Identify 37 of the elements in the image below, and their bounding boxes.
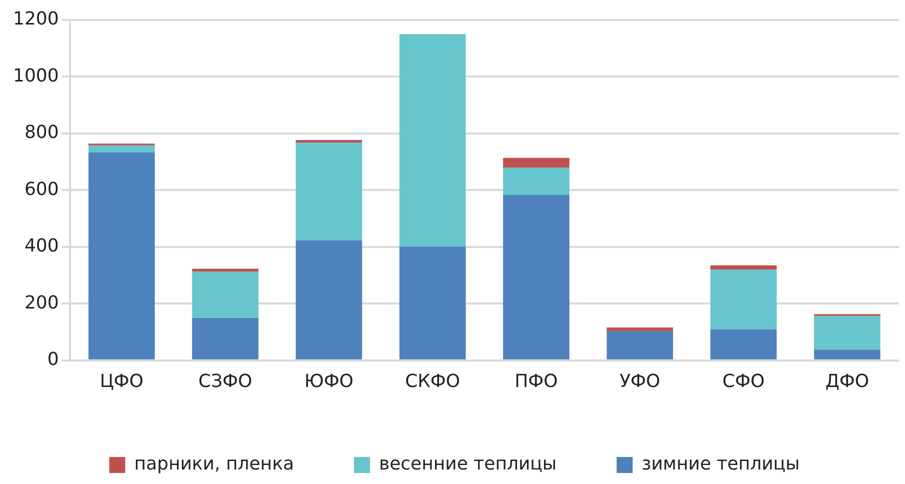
x-tick-label: СЗФО: [198, 370, 252, 392]
bar: [710, 270, 777, 330]
bar: [503, 195, 570, 360]
bar: [296, 140, 362, 143]
x-tick-label: ДФО: [825, 370, 870, 392]
bar: [503, 158, 570, 168]
bar: [399, 34, 466, 247]
bar: [814, 316, 880, 350]
y-tick-label: 800: [24, 122, 59, 144]
legend-label: весенние теплицы: [378, 454, 557, 475]
x-tick-label: СФО: [722, 370, 765, 392]
y-tick-label: 0: [47, 349, 59, 370]
x-tick-label: ЦФО: [100, 370, 144, 392]
x-tick-label: СКФО: [405, 370, 460, 392]
x-tick-label: ЮФО: [304, 370, 354, 392]
y-tick-label: 600: [24, 178, 59, 200]
bar: [399, 246, 466, 360]
bar: [710, 265, 777, 270]
legend-label: парники, пленка: [134, 454, 294, 475]
bar: [606, 331, 674, 360]
bar: [296, 240, 362, 360]
bar: [606, 327, 674, 332]
bar: [88, 152, 155, 360]
bar: [710, 329, 777, 360]
bar: [296, 142, 362, 240]
bar: [192, 318, 258, 360]
bar: [192, 272, 258, 318]
bar: [88, 145, 155, 152]
x-tick-label: ПФО: [514, 370, 558, 392]
bar: [503, 168, 570, 196]
y-tick-label: 200: [24, 292, 59, 314]
y-tick-label: 400: [24, 236, 59, 257]
y-tick-label: 1200: [12, 8, 59, 30]
y-tick-label: 1000: [12, 65, 59, 86]
legend-label: зимние теплицы: [642, 454, 800, 475]
bar: [814, 350, 880, 360]
x-tick-label: УФО: [620, 370, 660, 392]
